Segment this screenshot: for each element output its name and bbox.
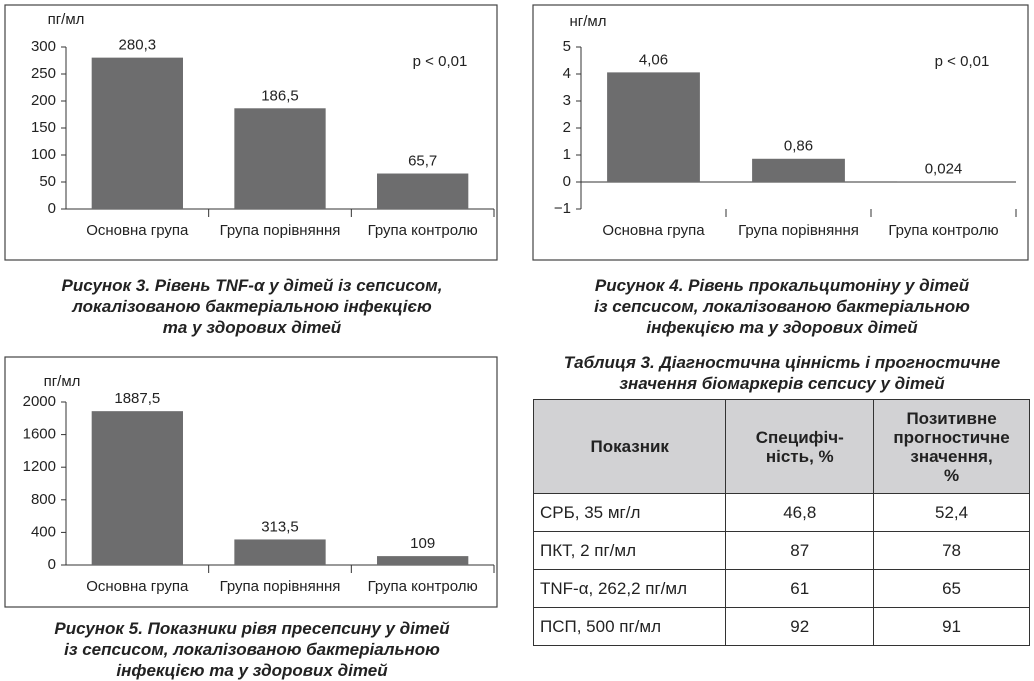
x-tick-label: Група контролю: [888, 222, 998, 239]
axis-unit: пг/мл: [48, 11, 85, 28]
chart-frame: [532, 4, 1029, 261]
cell: 92: [725, 607, 875, 646]
y-tick-label: 100: [31, 146, 56, 163]
y-tick-label: 250: [31, 65, 56, 82]
figure-caption: Рисунок 3. Рівень TNF-α у дітей із сепси…: [61, 276, 443, 337]
cell: 91: [873, 607, 1030, 646]
annotation: p < 0,01: [413, 53, 468, 70]
bar: [234, 108, 326, 209]
value-label: 0,86: [784, 138, 813, 155]
x-tick-label: Основна група: [602, 222, 705, 239]
y-tick-label: 300: [31, 38, 56, 55]
value-label: 65,7: [408, 152, 437, 169]
bar: [607, 72, 700, 182]
cell: ПКТ, 2 пг/мл: [532, 531, 727, 570]
value-label: 0,024: [925, 160, 963, 177]
row: ПСП, 500 пг/мл 92 91: [532, 607, 1030, 646]
y-tick-label: 0: [48, 556, 56, 573]
value-label: 4,06: [639, 51, 668, 68]
row: ПКТ, 2 пг/мл 87 78: [532, 531, 1030, 570]
bar: [377, 556, 469, 565]
y-tick-label: 2000: [23, 393, 56, 410]
value-label: 280,3: [119, 37, 157, 54]
y-tick-label: 1200: [23, 458, 56, 475]
y-tick-label: 50: [39, 173, 56, 190]
y-tick-label: 400: [31, 523, 56, 540]
bar: [91, 411, 183, 565]
figure-caption: Рисунок 5. Показники рівя пресепсину у д…: [54, 619, 450, 680]
table-title: Таблиця 3. Діагностична цінність і прогн…: [563, 353, 1001, 393]
cell: 46,8: [725, 493, 875, 532]
y-tick-label: 4: [563, 65, 571, 82]
x-tick-label: Група контролю: [368, 578, 478, 595]
y-tick-label: 3: [563, 92, 571, 109]
cell: ПСП, 500 пг/мл: [532, 607, 727, 646]
value-label: 1887,5: [114, 390, 160, 407]
figure-caption: Рисунок 4. Рівень прокальцитоніну у діте…: [594, 276, 970, 337]
y-tick-label: 200: [31, 92, 56, 109]
x-tick-label: Основна група: [86, 222, 189, 239]
axis-unit: нг/мл: [570, 13, 607, 30]
cell: 78: [873, 531, 1030, 570]
cell: 87: [725, 531, 875, 570]
x-tick-label: Основна група: [86, 578, 189, 595]
header-cell: Позитивне прогностичне значення, %: [873, 399, 1030, 494]
header-row: Показник Специфіч- ність, % Позитивне пр…: [532, 399, 1030, 494]
chart-frame: [4, 356, 498, 608]
annotation: p < 0,01: [935, 53, 990, 70]
y-tick-label: 2: [563, 119, 571, 136]
y-tick-label: 0: [563, 173, 571, 190]
row: TNF-α, 262,2 пг/мл 61 65: [532, 569, 1030, 608]
x-tick-label: Група порівняння: [220, 222, 341, 239]
table: Показник Специфіч- ність, % Позитивне пр…: [532, 399, 1030, 646]
y-tick-label: 1600: [23, 426, 56, 443]
bar: [377, 173, 469, 209]
cell: 65: [873, 569, 1030, 608]
x-tick-label: Група порівняння: [220, 578, 341, 595]
bar: [234, 539, 326, 565]
chart-frame: [4, 4, 498, 261]
cell: СРБ, 35 мг/л: [532, 493, 727, 532]
x-tick-label: Група порівняння: [738, 222, 859, 239]
bar: [752, 158, 845, 182]
x-tick-label: Група контролю: [368, 222, 478, 239]
header-cell: Специфіч- ність, %: [725, 399, 875, 494]
y-tick-label: 150: [31, 119, 56, 136]
cell: 52,4: [873, 493, 1030, 532]
value-label: 109: [410, 535, 435, 552]
y-tick-label: 0: [48, 200, 56, 217]
y-tick-label: 1: [563, 146, 571, 163]
cell: TNF-α, 262,2 пг/мл: [532, 569, 727, 608]
y-tick-label: −1: [554, 200, 571, 217]
bar: [897, 181, 990, 182]
row: СРБ, 35 мг/л 46,8 52,4: [532, 493, 1030, 532]
value-label: 186,5: [261, 87, 299, 104]
y-tick-label: 5: [563, 38, 571, 55]
axis-unit: пг/мл: [44, 373, 81, 390]
cell: 61: [725, 569, 875, 608]
y-tick-label: 800: [31, 491, 56, 508]
bar: [91, 57, 183, 209]
value-label: 313,5: [261, 518, 299, 535]
header-cell: Показник: [532, 399, 727, 494]
